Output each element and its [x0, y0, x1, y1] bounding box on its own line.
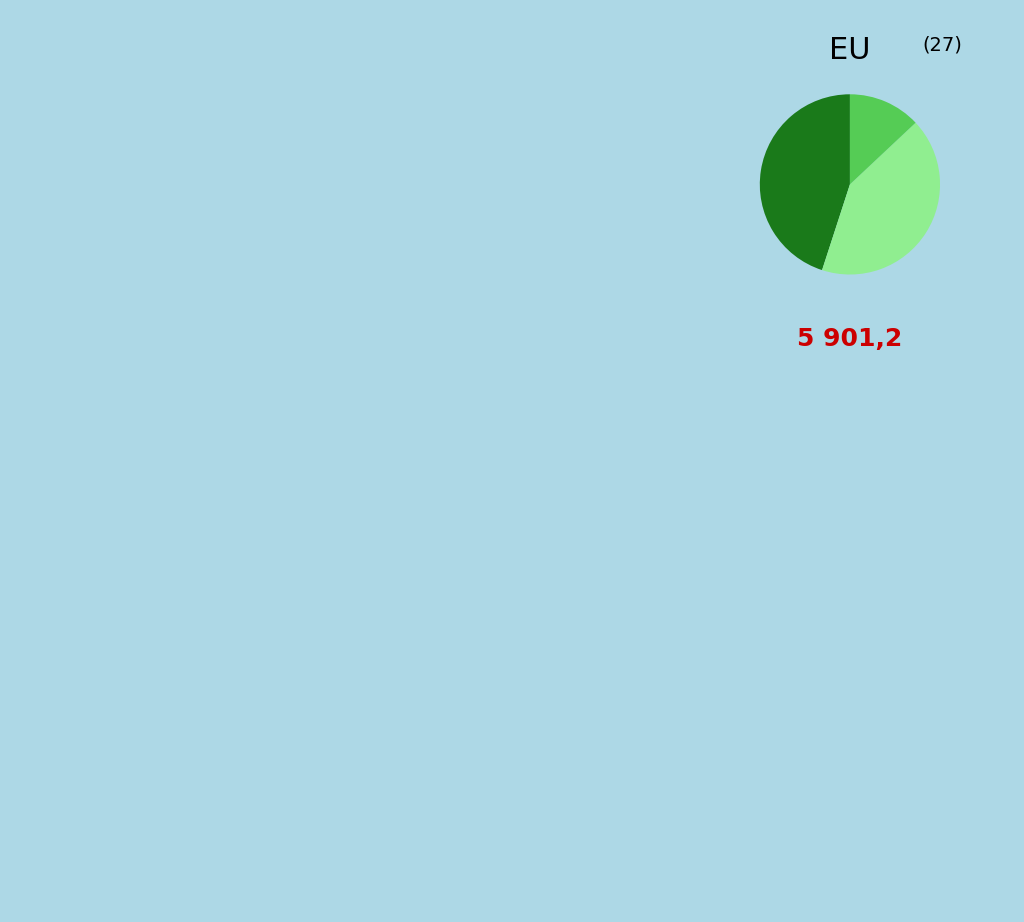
Wedge shape: [822, 123, 940, 275]
Text: 5 901,2: 5 901,2: [798, 327, 902, 351]
Wedge shape: [850, 94, 915, 184]
Text: (27): (27): [922, 36, 962, 55]
Wedge shape: [760, 94, 850, 270]
Text: EU: EU: [829, 36, 870, 65]
